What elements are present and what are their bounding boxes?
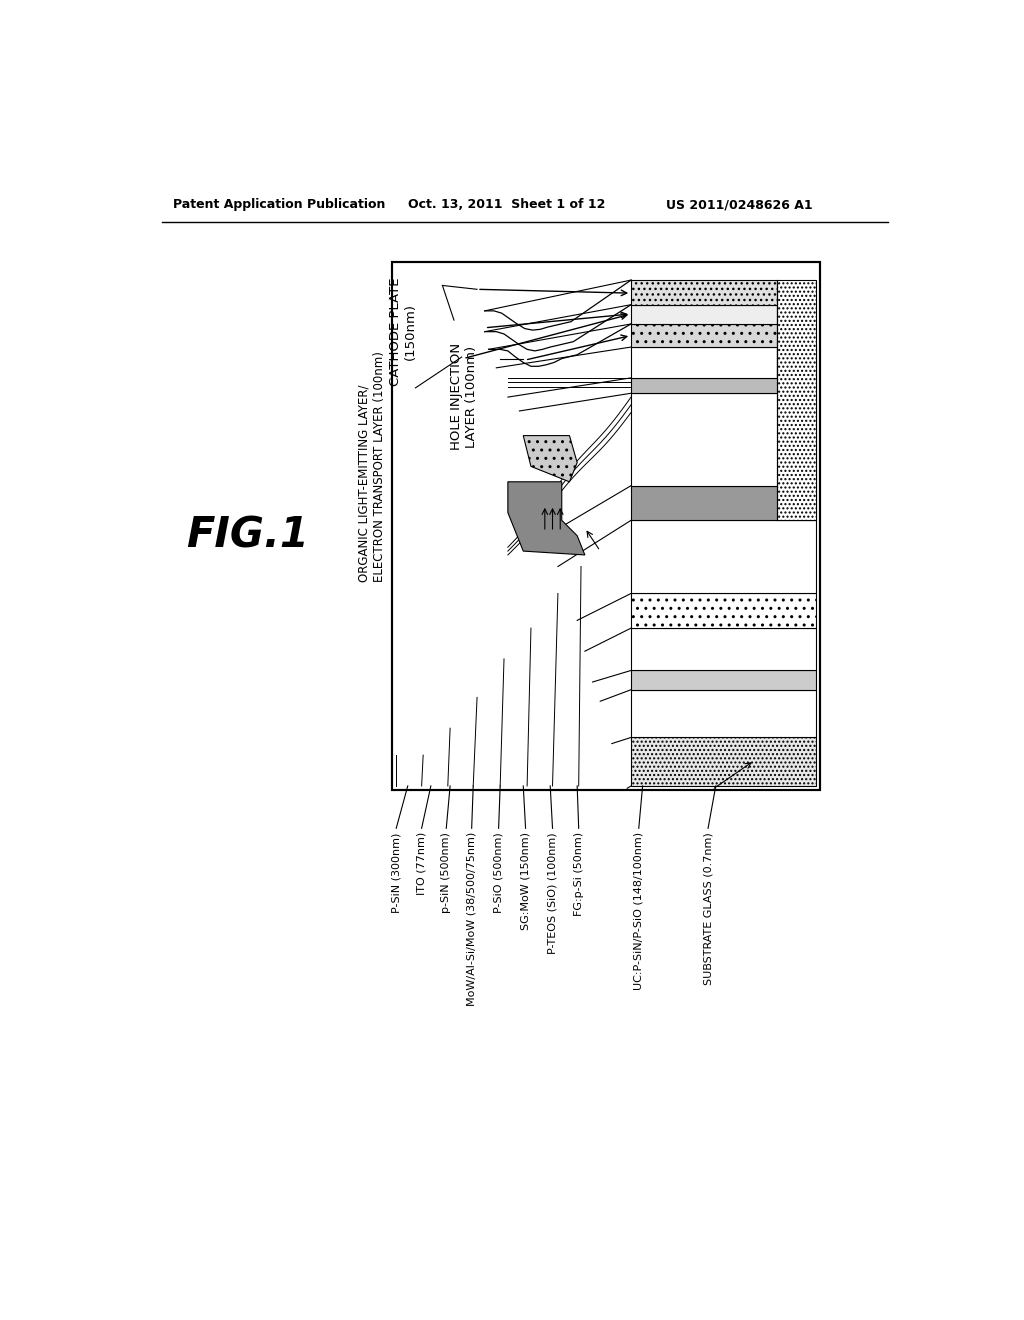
Text: US 2011/0248626 A1: US 2011/0248626 A1: [666, 198, 812, 211]
Text: HOLE INJECTION
LAYER (100nm): HOLE INJECTION LAYER (100nm): [451, 343, 478, 450]
Text: FG:p-Si (50nm): FG:p-Si (50nm): [573, 832, 584, 916]
Text: ITO (77nm): ITO (77nm): [417, 832, 427, 895]
Text: ORGANIC LIGHT-EMITTING LAYER/
ELECTRON TRANSPORT LAYER (100nm): ORGANIC LIGHT-EMITTING LAYER/ ELECTRON T…: [357, 351, 386, 582]
Text: FIG.1: FIG.1: [186, 515, 309, 557]
Bar: [631, 486, 816, 520]
Text: UC:P-SiN/P-SiO (148/100nm): UC:P-SiN/P-SiO (148/100nm): [634, 832, 644, 990]
Text: Patent Application Publication: Patent Application Publication: [173, 198, 385, 211]
Text: SG:MoW (150nm): SG:MoW (150nm): [520, 832, 530, 931]
Text: Oct. 13, 2011  Sheet 1 of 12: Oct. 13, 2011 Sheet 1 of 12: [408, 198, 605, 211]
Text: P-SiO (500nm): P-SiO (500nm): [494, 832, 504, 913]
Bar: [392, 263, 819, 789]
Bar: [631, 305, 777, 323]
Text: P-SiN (300nm): P-SiN (300nm): [391, 832, 401, 912]
Bar: [631, 520, 816, 594]
Bar: [392, 263, 819, 789]
Bar: [631, 347, 777, 378]
Text: P-TEOS (SiO) (100nm): P-TEOS (SiO) (100nm): [548, 832, 557, 954]
Bar: [631, 393, 816, 486]
Polygon shape: [523, 436, 578, 482]
Text: SUBSTRATE GLASS (0.7nm): SUBSTRATE GLASS (0.7nm): [703, 832, 713, 985]
Bar: [631, 594, 816, 628]
Bar: [631, 628, 816, 671]
Text: MoW/Al-Si/MoW (38/500/75nm): MoW/Al-Si/MoW (38/500/75nm): [467, 832, 476, 1006]
Bar: [777, 347, 816, 378]
Bar: [631, 689, 816, 738]
Bar: [631, 280, 777, 305]
Bar: [631, 738, 816, 785]
Bar: [631, 671, 816, 689]
Bar: [631, 323, 777, 347]
Bar: [631, 378, 816, 393]
Bar: [777, 280, 816, 520]
Polygon shape: [508, 482, 585, 554]
Text: CATHODE PLATE
(150nm): CATHODE PLATE (150nm): [388, 277, 417, 387]
Text: p-SiN (500nm): p-SiN (500nm): [441, 832, 452, 913]
